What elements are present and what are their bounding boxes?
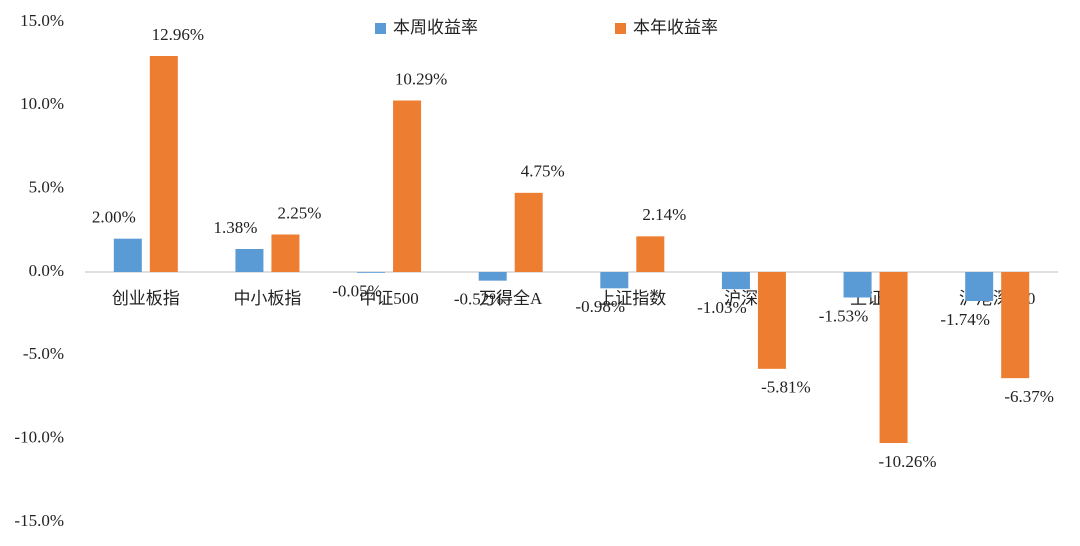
x-tick-label: 中小板指	[233, 289, 301, 308]
data-label: -1.53%	[819, 306, 869, 325]
legend-label: 本年收益率	[633, 18, 718, 37]
y-tick-label: -10.0%	[14, 428, 64, 447]
data-label: 2.00%	[92, 208, 136, 227]
data-label: -6.37%	[1004, 387, 1054, 406]
data-label: -1.74%	[940, 310, 990, 329]
x-tick-label: 创业板指	[112, 289, 180, 308]
bar	[393, 100, 422, 272]
y-tick-label: 0.0%	[29, 261, 64, 280]
y-tick-label: -5.0%	[23, 344, 64, 363]
bar	[113, 238, 142, 272]
x-tick-label: 万得全A	[479, 289, 543, 308]
legend-label: 本周收益率	[393, 18, 478, 37]
legend-swatch	[615, 23, 626, 34]
x-tick-label: 上证指数	[598, 289, 666, 308]
bar	[271, 234, 300, 272]
y-tick-label: 5.0%	[29, 178, 64, 197]
data-label: -0.05%	[332, 282, 382, 301]
y-tick-label: -15.0%	[14, 511, 64, 530]
bar	[514, 192, 543, 272]
data-label: -1.03%	[697, 298, 747, 317]
data-label: -0.98%	[576, 297, 626, 316]
data-label: 2.14%	[642, 205, 686, 224]
data-label: 4.75%	[521, 162, 565, 181]
data-label: 1.38%	[213, 218, 257, 237]
bar	[757, 272, 786, 369]
bar	[879, 272, 908, 443]
bar	[843, 272, 872, 298]
data-label: 10.29%	[395, 69, 447, 88]
data-label: 12.96%	[152, 25, 204, 44]
bar	[965, 272, 994, 301]
bar	[721, 272, 750, 290]
bar	[1001, 272, 1030, 379]
bar	[600, 272, 629, 289]
bar	[149, 56, 178, 272]
data-label: -10.26%	[879, 452, 937, 471]
bar	[357, 272, 386, 273]
bar	[235, 249, 264, 272]
legend-swatch	[375, 23, 386, 34]
data-label: 2.25%	[277, 203, 321, 222]
bar	[478, 272, 507, 281]
data-label: -5.81%	[761, 378, 811, 397]
y-tick-label: 15.0%	[20, 11, 64, 30]
y-tick-label: 10.0%	[20, 94, 64, 113]
bar	[636, 236, 665, 272]
data-label: -0.52%	[454, 290, 504, 309]
x-tick-label: 中证500	[359, 289, 419, 308]
